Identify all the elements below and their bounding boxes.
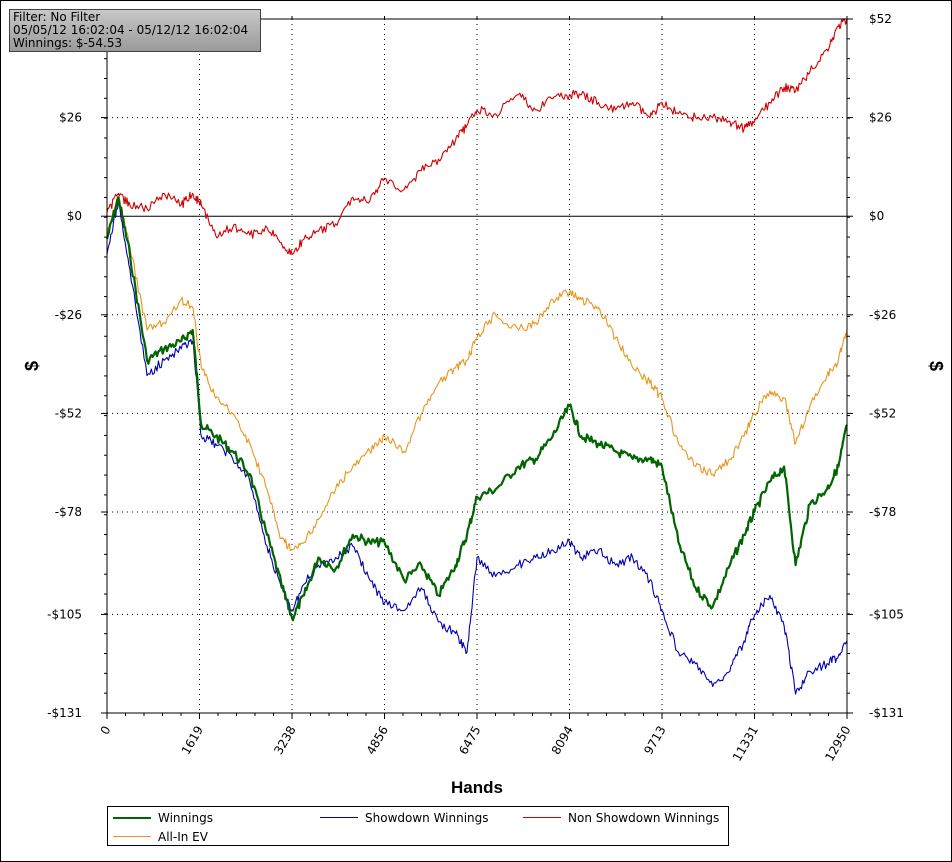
x-tick-label: 0: [98, 724, 114, 738]
filter-text: Filter: No Filter: [13, 10, 101, 24]
y-tick-label-left: $0: [67, 209, 82, 223]
y-axis-title-right: $: [926, 361, 946, 371]
legend-label-winnings: Winnings: [158, 811, 213, 825]
x-tick-label: 12950: [822, 724, 853, 764]
x-tick-label: 11331: [730, 724, 761, 764]
series-line-winnings: [105, 196, 848, 622]
series-layer: [105, 18, 848, 695]
y-tick-label-right: $0: [869, 209, 884, 223]
y-tick-label-left: $26: [59, 111, 82, 125]
x-tick-label: 6475: [456, 724, 483, 757]
y-tick-label-left: -$26: [55, 308, 82, 322]
date-range-text: 05/05/12 16:02:04 - 05/12/12 16:02:04: [13, 23, 249, 37]
axis-layer: $52$52$26$26$0$0-$26-$26-$52-$52-$78-$78…: [47, 12, 904, 764]
x-tick-label: 3238: [271, 724, 298, 757]
legend-swatch-showdown-winnings: [320, 817, 358, 818]
y-tick-label-right: -$52: [869, 406, 896, 420]
y-tick-label-left: -$52: [55, 406, 82, 420]
x-axis-title: Hands: [451, 778, 503, 797]
x-tick-label: 8094: [549, 724, 576, 757]
x-tick-label: 9713: [641, 724, 668, 757]
legend: Winnings Showdown Winnings Non Showdown …: [107, 806, 729, 846]
y-tick-label-right: $26: [869, 111, 892, 125]
y-tick-label-right: -$78: [869, 505, 896, 519]
legend-label-showdown-winnings: Showdown Winnings: [365, 811, 489, 825]
series-line-showdown-winnings: [106, 200, 848, 695]
y-tick-label-left: -$131: [47, 706, 82, 720]
legend-swatch-winnings: [113, 817, 151, 819]
y-tick-label-left: -$105: [47, 607, 82, 621]
filter-info-box: Filter: No Filter 05/05/12 16:02:04 - 05…: [9, 9, 261, 52]
y-tick-label-left: -$78: [55, 505, 82, 519]
y-tick-label-right: -$26: [869, 308, 896, 322]
y-tick-label-right: -$105: [869, 607, 904, 621]
winnings-text: Winnings: $-54.53: [13, 36, 123, 50]
x-tick-label: 4856: [364, 724, 391, 757]
legend-swatch-all-in-ev: [113, 836, 151, 837]
y-tick-label-right: -$131: [869, 706, 904, 720]
series-line-all-in-ev: [106, 195, 848, 552]
legend-label-all-in-ev: All-In EV: [158, 830, 208, 844]
legend-label-non-showdown-winnings: Non Showdown Winnings: [568, 811, 720, 825]
y-tick-label-right: $52: [869, 12, 892, 26]
legend-swatch-non-showdown-winnings: [523, 817, 561, 818]
x-tick-label: 1619: [179, 724, 206, 757]
y-axis-title-left: $: [22, 361, 42, 371]
series-line-non-showdown-winnings: [106, 18, 848, 256]
